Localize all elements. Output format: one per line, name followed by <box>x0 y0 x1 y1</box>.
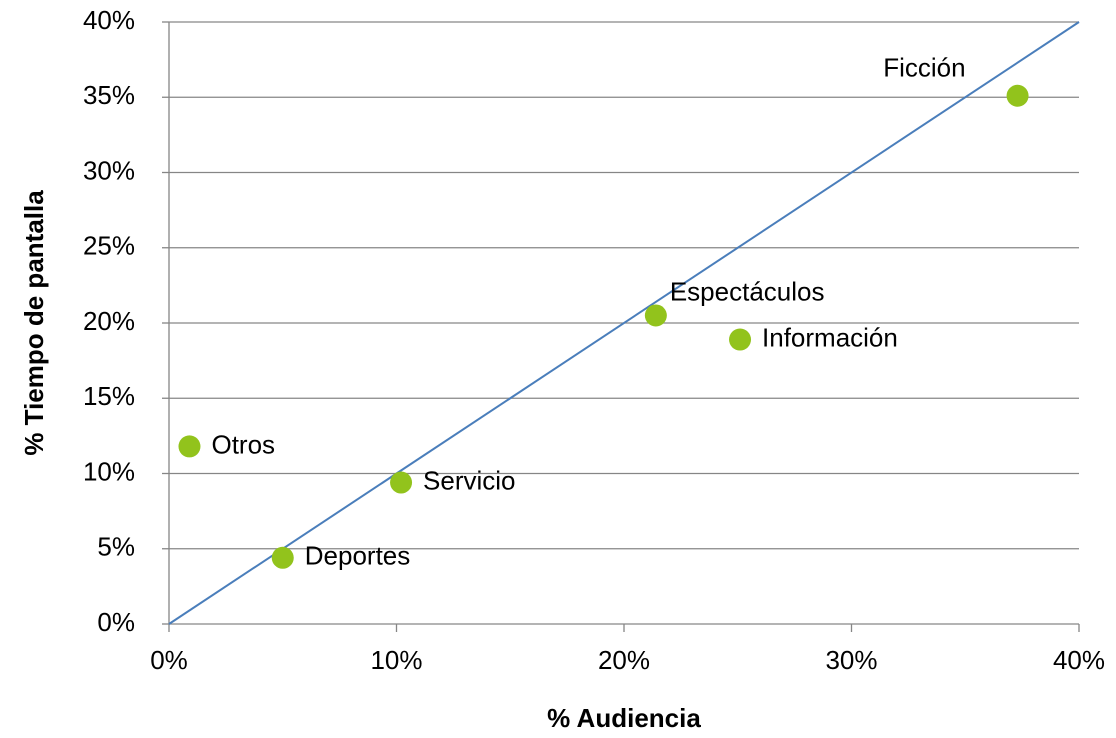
point-label: Ficción <box>883 53 965 83</box>
y-tick-label: 0% <box>97 607 135 637</box>
x-axis-title: % Audiencia <box>547 703 701 733</box>
scatter-point <box>1006 84 1029 107</box>
y-tick-label: 35% <box>83 80 135 110</box>
point-label: Deportes <box>305 541 411 571</box>
reference-line <box>168 21 1080 625</box>
scatter-point <box>729 328 752 351</box>
y-axis-title: % Tiempo de pantalla <box>19 190 49 456</box>
y-tick-label: 15% <box>83 381 135 411</box>
y-tick-label: 10% <box>83 456 135 486</box>
x-tick-label: 0% <box>150 645 188 675</box>
point-label: Otros <box>211 429 275 459</box>
point-label: Información <box>762 322 898 352</box>
y-tick-label: 40% <box>83 5 135 35</box>
x-tick-label: 10% <box>370 645 422 675</box>
x-tick-label: 20% <box>598 645 650 675</box>
scatter-point <box>271 546 294 569</box>
x-tick-label: 30% <box>825 645 877 675</box>
x-tick-label: 40% <box>1053 645 1105 675</box>
y-tick-label: 30% <box>83 155 135 185</box>
point-label: Espectáculos <box>670 276 825 306</box>
y-tick-label: 25% <box>83 231 135 261</box>
y-tick-label: 5% <box>97 532 135 562</box>
scatter-point <box>644 304 667 327</box>
scatter-point <box>390 471 413 494</box>
point-label: Servicio <box>423 465 515 495</box>
scatter-point <box>178 435 201 458</box>
y-tick-label: 20% <box>83 306 135 336</box>
